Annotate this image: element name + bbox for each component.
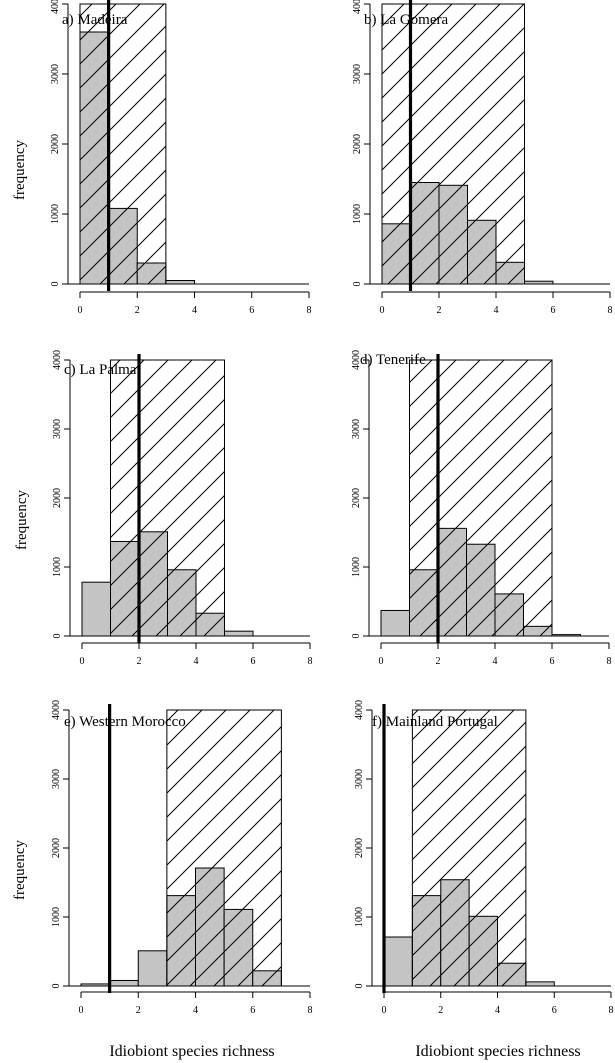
x-tick-label: 4: [194, 656, 199, 667]
y-tick-label: 2000: [352, 134, 363, 154]
histogram-bar: [165, 280, 195, 285]
x-tick-label: 4: [193, 1005, 198, 1016]
y-tick-label: 1000: [354, 907, 365, 927]
x-axis-label: Idiobiont species richness: [415, 1043, 580, 1060]
histogram-bar: [80, 983, 111, 987]
hatched-interval-box: [381, 3, 525, 285]
y-tick-label: 4000: [50, 0, 61, 14]
y-tick-label: 0: [51, 984, 62, 989]
y-tick-label: 0: [354, 984, 365, 989]
x-tick-label: 0: [380, 305, 385, 316]
x-tick-label: 2: [135, 305, 140, 316]
x-tick-label: 4: [495, 1005, 500, 1016]
x-tick-label: 2: [437, 305, 442, 316]
histogram-bar: [380, 609, 410, 637]
histogram-panel: e) Western Morocco frequency 0 1000 2000 3000…: [12, 700, 313, 1060]
y-tick-label: 2000: [52, 488, 63, 508]
x-tick-label: 6: [250, 1005, 255, 1016]
x-tick-label: 8: [607, 656, 612, 667]
y-tick-label: 0: [352, 282, 363, 287]
x-tick-label: 6: [551, 305, 556, 316]
histogram-bar: [525, 981, 555, 987]
y-tick-label: 3000: [354, 769, 365, 789]
histogram-bar: [109, 979, 139, 987]
x-tick-label: 2: [438, 1005, 443, 1016]
y-tick-label: 3000: [52, 419, 63, 439]
x-tick-label: 8: [608, 305, 613, 316]
histogram-bar: [551, 634, 581, 637]
x-axis-label: Idiobiont species richness: [109, 1043, 274, 1060]
x-tick-label: 2: [136, 1005, 141, 1016]
y-tick-label: 0: [50, 282, 61, 287]
y-tick-label: 2000: [51, 838, 62, 858]
y-tick-label: 4000: [354, 700, 365, 720]
histogram-panel: a) Madeirafrequency010002000300040000246…: [12, 0, 312, 316]
x-tick-label: 6: [249, 305, 254, 316]
y-tick-label: 3000: [51, 769, 62, 789]
x-tick-label: 0: [80, 656, 85, 667]
histogram-bar: [224, 630, 254, 637]
x-tick-label: 0: [78, 305, 83, 316]
y-tick-label: 2000: [351, 488, 362, 508]
y-tick-label: 1000: [52, 557, 63, 577]
x-tick-label: 0: [379, 656, 384, 667]
x-tick-label: 8: [308, 656, 313, 667]
y-tick-label: 4000: [351, 350, 362, 370]
x-tick-label: 4: [192, 305, 197, 316]
y-tick-label: 1000: [352, 204, 363, 224]
histogram-panel: f) Mainland Portugal01000200030004000024…: [354, 700, 614, 1060]
histogram-bar: [81, 581, 111, 637]
hatched-interval-box: [110, 359, 225, 637]
y-tick-label: 4000: [352, 0, 363, 14]
y-axis-label: frequency: [12, 140, 28, 200]
hatched-interval-box: [79, 3, 167, 285]
histogram-bar: [383, 936, 413, 987]
y-axis-label: frequency: [12, 840, 28, 900]
x-tick-label: 0: [382, 1005, 387, 1016]
histogram-panel: b) La Gomera0100020003000400002468: [352, 0, 613, 316]
y-tick-label: 0: [351, 634, 362, 639]
x-tick-label: 6: [251, 656, 256, 667]
y-axis-label: frequency: [14, 490, 30, 550]
y-tick-label: 0: [52, 634, 63, 639]
y-tick-label: 4000: [52, 350, 63, 370]
y-tick-label: 2000: [354, 838, 365, 858]
x-tick-label: 4: [493, 656, 498, 667]
x-tick-label: 2: [137, 656, 142, 667]
x-tick-label: 8: [609, 1005, 614, 1016]
y-tick-label: 1000: [50, 204, 61, 224]
y-tick-label: 2000: [50, 134, 61, 154]
panel-title: e) Western Morocco: [64, 714, 186, 730]
y-tick-label: 3000: [50, 64, 61, 84]
hatched-interval-box: [166, 709, 282, 987]
y-tick-label: 1000: [51, 907, 62, 927]
y-tick-label: 4000: [51, 700, 62, 720]
x-tick-label: 8: [307, 305, 312, 316]
x-tick-label: 6: [552, 1005, 557, 1016]
y-tick-label: 1000: [351, 557, 362, 577]
hatched-interval-box: [409, 359, 553, 637]
y-tick-label: 3000: [352, 64, 363, 84]
x-tick-label: 8: [308, 1005, 313, 1016]
hatched-interval-box: [411, 709, 527, 987]
x-tick-label: 0: [79, 1005, 84, 1016]
x-tick-label: 4: [494, 305, 499, 316]
histogram-bar: [137, 950, 168, 987]
histogram-bar: [524, 280, 554, 285]
y-tick-label: 3000: [351, 419, 362, 439]
x-tick-label: 2: [436, 656, 441, 667]
x-tick-label: 6: [550, 656, 555, 667]
